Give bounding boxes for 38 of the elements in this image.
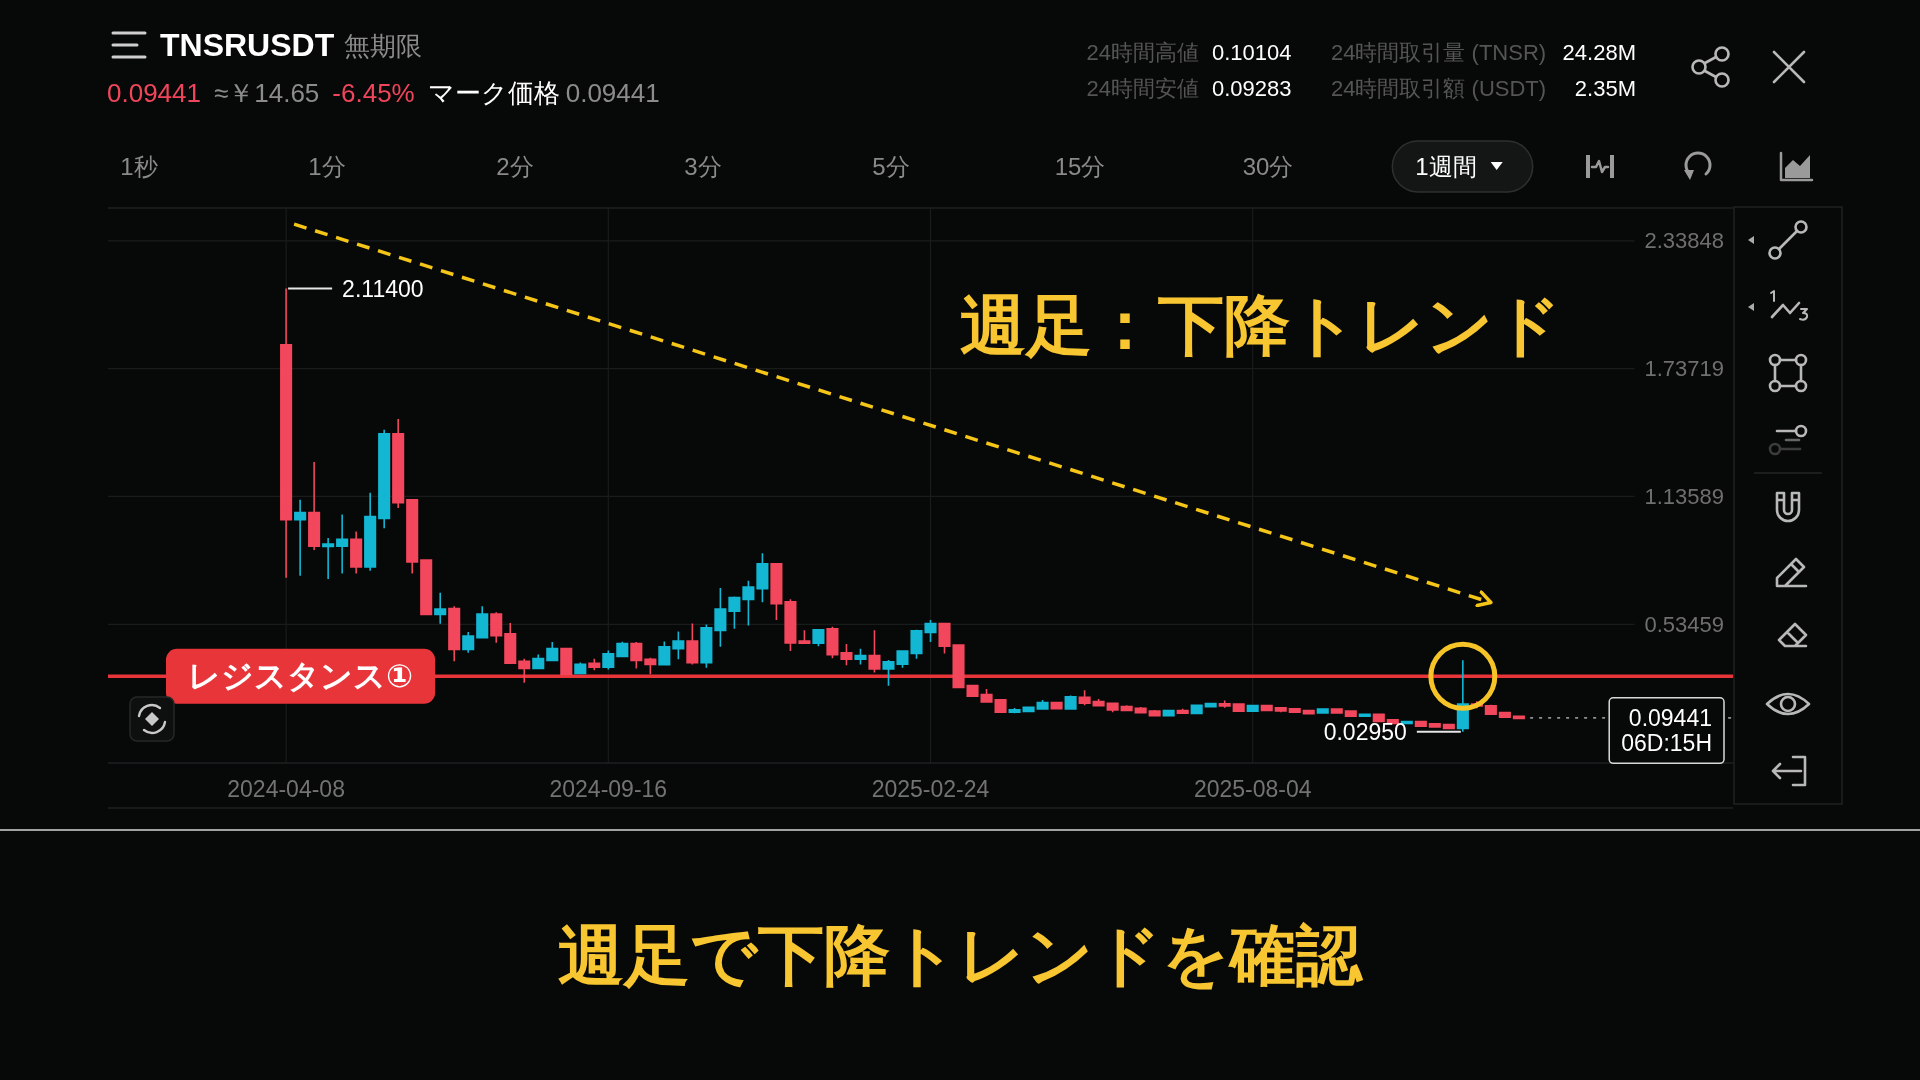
chart-title: TNSRUSDT (160, 27, 335, 63)
text: マーク価格 (427, 78, 560, 108)
ref-line-label: 0.09441 (1628, 704, 1712, 731)
annotation: 2.11400 (342, 275, 424, 302)
text: 5分 (872, 152, 910, 180)
y-tick-label: 1.73719 (1644, 356, 1724, 382)
text: 0.10104 (1212, 39, 1292, 65)
y-tick-label: 1.13589 (1644, 483, 1724, 509)
text: 24.28M (1562, 39, 1636, 65)
text: 2.35M (1574, 75, 1636, 101)
annotation: 週足：下降トレンド (960, 288, 1562, 362)
text: 0.09283 (1212, 75, 1292, 101)
x-tick-label: 2024-04-08 (227, 776, 345, 802)
x-tick-label: 2024-09-16 (549, 776, 668, 802)
text: 0.09441 (107, 78, 201, 108)
text: 24時間安値 (1086, 75, 1199, 101)
y-tick-label: 0.53459 (1644, 611, 1724, 637)
text: ≈￥14.65 (213, 78, 320, 108)
text: 24時間取引額 (USDT) (1331, 75, 1547, 101)
annotation: 0.02950 (1323, 718, 1407, 745)
text: 1分 (308, 152, 346, 180)
text: -6.45% (332, 78, 415, 108)
text: 15分 (1054, 152, 1106, 180)
text: 1秒 (120, 152, 158, 180)
ref-line-label: レジスタンス① (188, 658, 414, 695)
x-tick-label: 2025-08-04 (1193, 776, 1312, 802)
x-tick-label: 2025-02-24 (871, 776, 990, 802)
text: 0.09441 (565, 78, 660, 108)
text: 週足で下降トレンドを確認 (558, 918, 1364, 992)
text: 24時間取引量 (TNSR) (1331, 39, 1547, 65)
text: 24時間高値 (1086, 39, 1199, 65)
text: 1週間 (1415, 152, 1477, 180)
text: 30分 (1242, 152, 1294, 180)
y-tick-label: 2.33848 (1644, 228, 1724, 254)
annotation: 06D:15H (1621, 730, 1712, 757)
chart-subtitle: 無期限 (343, 31, 422, 61)
text: 2分 (496, 152, 534, 180)
text: 3分 (684, 152, 722, 180)
